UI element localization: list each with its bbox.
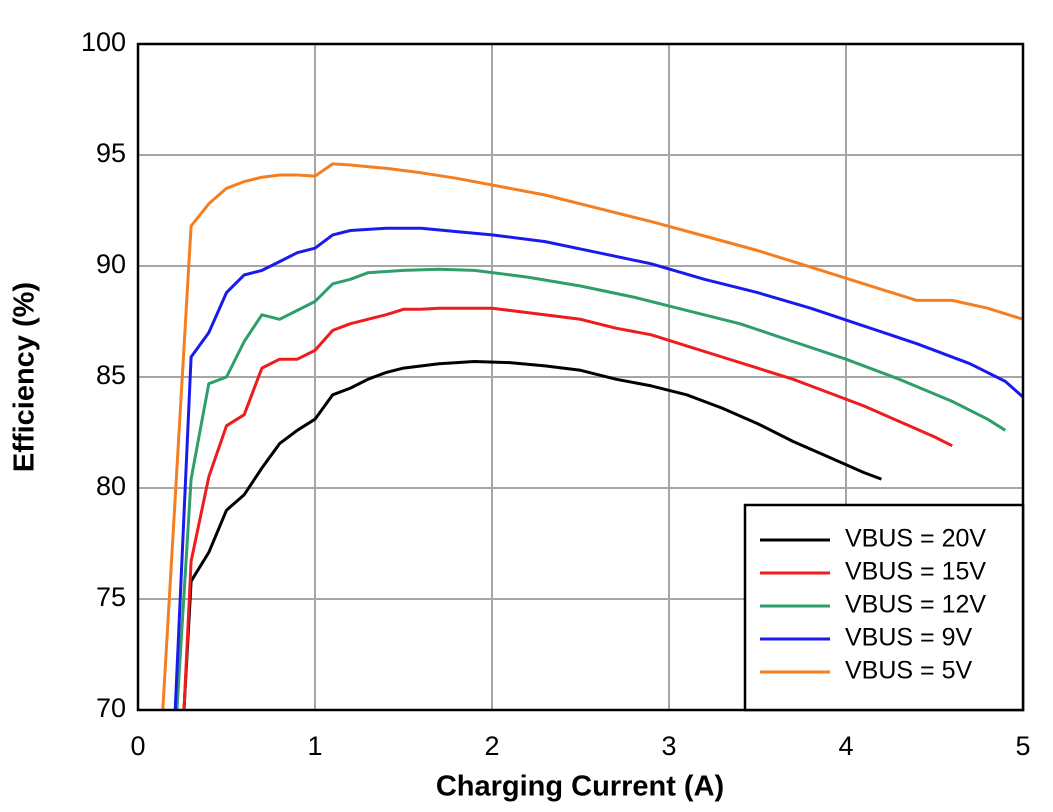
x-tick-label: 1	[307, 731, 322, 761]
x-tick-label: 0	[130, 731, 145, 761]
plot-frame	[136, 42, 1025, 712]
legend-label: VBUS = 9V	[845, 624, 972, 652]
series-line	[173, 226, 1024, 711]
legend-label: VBUS = 5V	[845, 657, 972, 685]
y-axis-title: Efficiency (%)	[9, 282, 41, 472]
y-tick-label: 95	[96, 138, 126, 168]
legend-label: VBUS = 20V	[845, 525, 986, 553]
x-axis-title: Charging Current (A)	[436, 771, 724, 803]
legend-label: VBUS = 12V	[845, 591, 986, 619]
series-line	[175, 267, 1007, 711]
series-line	[161, 162, 1024, 711]
y-tick-label: 80	[96, 471, 126, 501]
y-tick-label: 70	[96, 693, 126, 723]
series-line	[182, 306, 953, 711]
y-tick-label: 100	[81, 27, 126, 57]
x-tick-label: 5	[1015, 731, 1030, 761]
y-tick-label: 90	[96, 249, 126, 279]
x-tick-label: 2	[484, 731, 499, 761]
x-tick-label: 4	[838, 731, 853, 761]
legend-label: VBUS = 15V	[845, 558, 986, 586]
series-line	[182, 360, 882, 711]
y-tick-label: 85	[96, 360, 126, 390]
x-tick-label: 3	[661, 731, 676, 761]
y-tick-label: 75	[96, 582, 126, 612]
